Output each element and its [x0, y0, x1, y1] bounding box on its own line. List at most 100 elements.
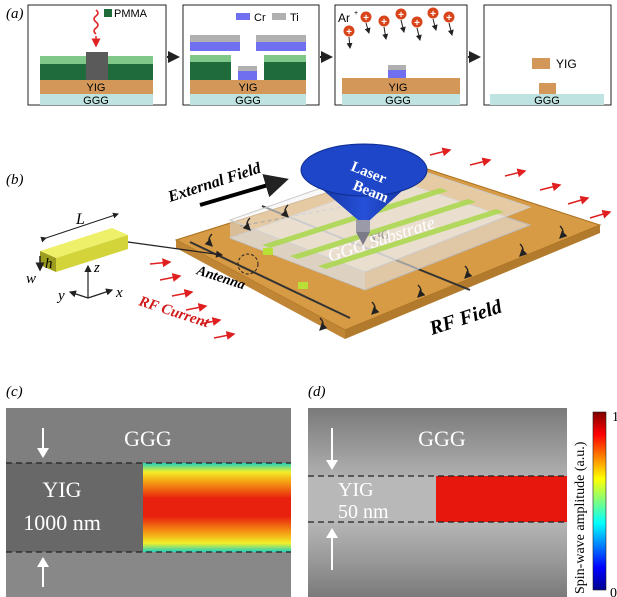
argon-ion-icon	[378, 15, 390, 27]
rf-arrow-icon	[567, 195, 590, 205]
rf-field-swirl-icon	[242, 217, 251, 231]
ti-mask	[388, 65, 406, 70]
dim-w-label: w	[26, 271, 36, 287]
cr-layer-right	[256, 42, 306, 51]
ggg-layer	[342, 94, 460, 105]
ion-plus: +	[446, 13, 452, 24]
width-arrow-bottom-head	[326, 528, 338, 538]
ti-layer-left	[190, 35, 240, 42]
ggg-layer	[190, 94, 306, 105]
process-step-1: YIG GGG PMMA	[27, 4, 167, 107]
pmma-right	[264, 62, 306, 80]
ion-plus: +	[363, 13, 369, 24]
yig-bar-inset: L h w	[26, 211, 259, 287]
pmma-top-left	[190, 55, 231, 62]
argon-ion-icon	[343, 25, 355, 37]
rf-field-swirl-icon	[519, 243, 528, 257]
yig-strip-end	[298, 282, 308, 289]
ggg-region-bottom	[6, 552, 291, 597]
panel-d: (d) GGG YIG 50 nm	[308, 384, 567, 597]
pmma-legend-swatch	[104, 9, 112, 17]
ti-layer-right	[256, 35, 306, 42]
coordinate-axes: z x y	[56, 260, 123, 304]
ion-plus: +	[381, 17, 387, 28]
yig-strip	[290, 199, 476, 259]
pmma-legend-label: PMMA	[114, 8, 148, 20]
yig-layer	[190, 80, 306, 94]
yig-legend-label: YIG	[556, 57, 577, 71]
yig-label-c: YIG	[42, 477, 81, 502]
rf-arrow-icon	[504, 168, 527, 178]
rf-field-swirl-icon	[464, 265, 473, 279]
width-arrow-top-head	[37, 448, 49, 458]
ebeam-wave-icon	[93, 9, 99, 35]
inset-pointer-arrow	[127, 241, 224, 258]
dim-l-arrow	[40, 212, 119, 243]
width-label-d: 50 nm	[338, 501, 389, 523]
ion-plus: +	[346, 27, 352, 38]
rf-field-swirl-icon	[417, 284, 426, 298]
laser-tip	[356, 232, 370, 245]
ggg-layer-label: GGG	[83, 95, 109, 107]
yig-strip-end	[263, 248, 273, 255]
rf-current-arrow-icon	[199, 317, 222, 326]
ggg-label-c: GGG	[124, 426, 172, 451]
process-step-4: GGG YIG	[483, 4, 612, 107]
axis-y-arrow	[68, 290, 89, 299]
spin-wave-map-c	[143, 463, 291, 552]
ti-mask	[238, 66, 257, 71]
yig-layer-label: YIG	[239, 82, 258, 94]
rf-field-swirl-icon	[559, 225, 568, 239]
axis-z-label: z	[93, 260, 100, 276]
rf-current-arrow-icon	[171, 289, 194, 298]
ion-trajectory	[431, 18, 438, 31]
rf-arrow-icon	[589, 209, 612, 219]
panel-b-label: (b)	[6, 172, 24, 188]
process-step-3: Ar + + + + + + +	[334, 4, 468, 107]
ion-label-sup: +	[354, 10, 358, 17]
width-arrow-bottom-head	[37, 557, 49, 567]
ggg-layer-label: GGG	[534, 95, 560, 107]
yig-layer	[40, 80, 153, 94]
rf-field-swirl-icon	[280, 204, 289, 218]
yig-layer-label: YIG	[389, 82, 408, 94]
yig-layer	[342, 82, 460, 94]
laser-top	[300, 143, 428, 197]
width-label-c: 1000 nm	[23, 510, 101, 535]
yig-strip	[262, 188, 448, 248]
argon-ion-icon	[411, 16, 423, 28]
ion-trajectory	[399, 19, 406, 33]
panel-a-label: (a)	[6, 6, 24, 22]
ion-plus: +	[414, 18, 420, 29]
colorbar-max-label: 1	[612, 410, 617, 425]
width-arrow-top-head	[326, 460, 338, 470]
ggg-region-top	[6, 408, 291, 463]
ion-plus: +	[430, 9, 436, 20]
spin-wave-map-d	[436, 476, 567, 522]
ion-plus: +	[398, 10, 404, 21]
ion-trajectory	[447, 22, 454, 36]
yig-label-d: YIG	[338, 479, 374, 501]
cr-legend-label: Cr	[254, 12, 266, 24]
axis-y-label: y	[56, 288, 65, 304]
colorbar-gradient	[592, 411, 607, 591]
rf-arrow-icon	[429, 147, 452, 157]
yig-label: YIG	[369, 226, 392, 245]
rf-arrow-icon	[469, 157, 492, 167]
laser-beam: Laser Beam	[300, 143, 428, 245]
argon-ions: + + + + + + +	[343, 7, 455, 49]
dim-l-label: L	[75, 211, 85, 228]
ion-trajectory	[364, 22, 371, 34]
pmma-left	[190, 62, 231, 80]
cr-mask	[238, 71, 257, 80]
inset-callout-circle	[237, 253, 259, 275]
dim-h-label: h	[45, 256, 53, 272]
ggg-layer	[490, 94, 604, 105]
yig-strip	[318, 209, 504, 269]
colorbar-title: Spin-wave amplitude (a.u.)	[573, 441, 588, 594]
ggg-layer-label: GGG	[235, 95, 261, 107]
colorbar-min-label: 0	[610, 586, 617, 597]
rf-current-arrow-icon	[159, 273, 182, 282]
colorbar: 1 0 Spin-wave amplitude (a.u.)	[573, 410, 617, 597]
argon-ion-icon	[395, 8, 407, 20]
